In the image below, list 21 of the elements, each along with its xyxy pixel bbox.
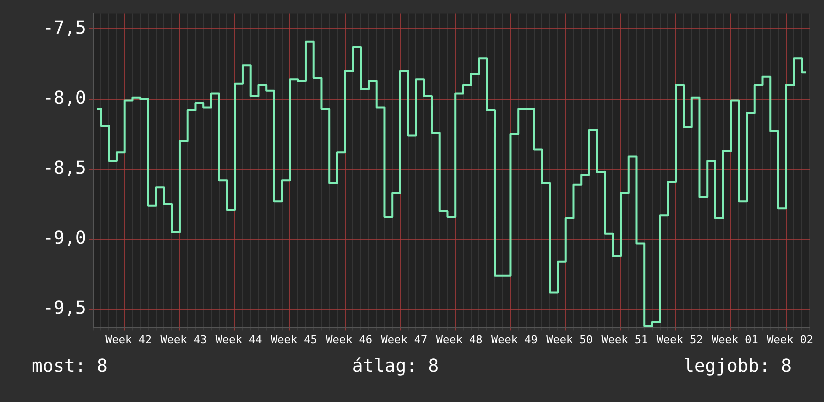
y-tick-label: -7,5 [42, 18, 86, 39]
x-tick-label: Week 43 [160, 333, 208, 346]
x-tick-label: Week 52 [656, 333, 704, 346]
y-tick-label: -9,5 [42, 298, 86, 320]
x-tick-label: Week 50 [546, 333, 593, 346]
x-tick-label: Week 02 [767, 333, 814, 346]
y-tick-label: -8,5 [42, 158, 86, 180]
text: legjobb: 8 [684, 356, 792, 377]
x-tick-label: Week 48 [436, 333, 483, 346]
text: most: 8 [32, 356, 108, 377]
x-tick-label: Week 45 [270, 333, 318, 346]
x-tick-label: Week 42 [106, 333, 152, 346]
x-tick-label: Week 51 [602, 333, 648, 346]
x-tick-label: Week 46 [326, 333, 372, 346]
x-tick-label: Week 49 [491, 333, 538, 346]
x-tick-label: Week 47 [381, 333, 428, 346]
x-tick-label: Week 44 [216, 333, 263, 346]
y-tick-label: -8,0 [42, 88, 86, 109]
y-tick-label: -9,0 [42, 228, 86, 250]
x-tick-label: Week 01 [712, 333, 758, 346]
text: átlag: 8 [352, 356, 440, 377]
